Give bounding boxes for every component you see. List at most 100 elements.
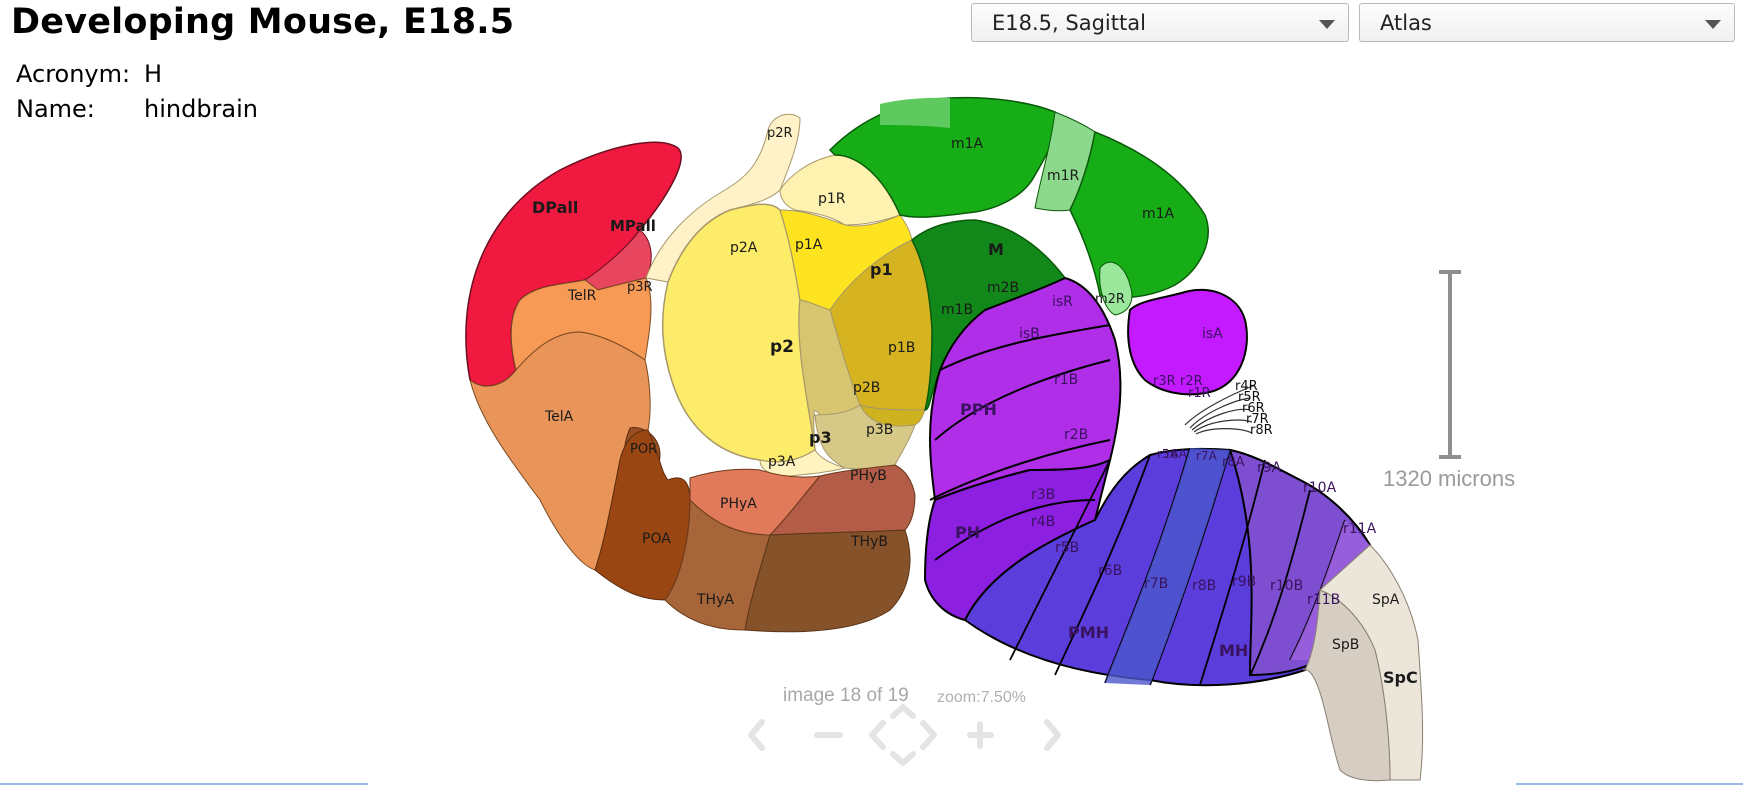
structure-info: Acronym: H Name: hindbrain xyxy=(16,57,258,127)
region-hindbrain-bands-top xyxy=(929,324,1111,561)
divider-right xyxy=(1516,783,1743,785)
chevron-left-icon[interactable] xyxy=(748,719,765,751)
zoom-level: zoom:7.50% xyxy=(937,689,1026,706)
label-p3: p3 xyxy=(809,428,832,447)
label-m2R: m2R xyxy=(1095,292,1125,307)
label-r9B: r9B xyxy=(1232,574,1256,590)
label-p1A: p1A xyxy=(795,237,823,253)
label-r1B: r1B xyxy=(1054,372,1078,388)
label-r10A: r10A xyxy=(1303,480,1337,496)
label-r5R: r5R xyxy=(1238,390,1261,405)
label-p1B: p1B xyxy=(888,340,915,356)
label-p1R: p1R xyxy=(818,191,846,207)
label-r4B: r4B xyxy=(1031,514,1055,530)
label-DPall: DPall xyxy=(532,198,578,217)
label-p2A: p2A xyxy=(730,240,758,256)
spinal-labels: SpA SpB SpC xyxy=(1332,592,1418,687)
label-r3R: r3R xyxy=(1153,374,1176,389)
label-r8R: r8R xyxy=(1250,423,1273,438)
label-m1B: m1B xyxy=(941,302,973,318)
label-SpA: SpA xyxy=(1372,592,1400,608)
name-label: Name: xyxy=(16,95,95,123)
label-p2: p2 xyxy=(770,337,794,357)
label-MPall: MPall xyxy=(610,217,656,235)
view-select-value: Atlas xyxy=(1380,11,1432,35)
label-M: M xyxy=(988,240,1004,259)
label-r7A: r7A xyxy=(1196,449,1218,463)
pan-icon[interactable] xyxy=(869,704,937,766)
label-m1A-2: m1A xyxy=(1142,206,1175,222)
region-isA[interactable] xyxy=(1127,288,1248,396)
region-rhombomere-roots xyxy=(1184,384,1256,435)
label-r3B: r3B xyxy=(1031,487,1055,503)
label-m1A-1: m1A xyxy=(951,136,984,152)
label-SpC: SpC xyxy=(1383,668,1418,687)
region-PHyB[interactable] xyxy=(768,464,916,536)
label-PHyB: PHyB xyxy=(850,468,887,484)
scale-bar-label: 1320 microns xyxy=(1383,466,1516,491)
age-plane-select[interactable]: E18.5, Sagittal xyxy=(971,3,1349,42)
label-r2R: r2R xyxy=(1180,374,1203,389)
label-THyB: THyB xyxy=(850,534,888,550)
label-r9A: r9A xyxy=(1257,460,1282,476)
dropdown-arrow-icon xyxy=(1705,20,1721,29)
image-counter: image 18 of 19 xyxy=(783,685,909,706)
acronym-value: H xyxy=(144,60,163,88)
region-labels: DPall MPall TelR TelA POR POA p3R p2R p1… xyxy=(532,126,1175,608)
dropdown-arrow-icon xyxy=(1319,20,1335,29)
label-p2R: p2R xyxy=(767,126,793,141)
label-POA: POA xyxy=(642,531,671,547)
label-r11B: r11B xyxy=(1307,592,1340,608)
label-r6A: r6A xyxy=(1166,447,1188,461)
region-m1A-posterior[interactable] xyxy=(1069,130,1209,299)
label-m1R: m1R xyxy=(1047,168,1080,184)
label-r6B: r6B xyxy=(1098,563,1122,579)
region-m2R[interactable] xyxy=(1099,261,1133,316)
label-m2B: m2B xyxy=(987,280,1019,296)
label-TelA: TelA xyxy=(544,409,574,425)
label-PMH: PMH xyxy=(1068,623,1109,642)
label-isB: isB xyxy=(1019,326,1040,342)
region-PMH-band xyxy=(1105,448,1230,685)
region-SpB[interactable] xyxy=(1302,589,1391,782)
label-PH: PH xyxy=(955,523,980,542)
label-isR: isR xyxy=(1052,294,1073,310)
zoom-in-icon[interactable] xyxy=(967,721,994,749)
label-PPH: PPH xyxy=(960,400,997,419)
label-THyA: THyA xyxy=(696,592,734,608)
label-TelR: TelR xyxy=(567,288,597,304)
label-POR: POR xyxy=(630,442,657,457)
label-r4R: r4R xyxy=(1235,379,1258,394)
label-r2B: r2B xyxy=(1064,427,1088,443)
page-title: Developing Mouse, E18.5 xyxy=(11,2,515,42)
root-labels: r4R r5R r6R r7R r8R xyxy=(1235,379,1273,438)
age-plane-select-value: E18.5, Sagittal xyxy=(992,11,1146,35)
label-r8B: r8B xyxy=(1192,578,1216,594)
acronym-label: Acronym: xyxy=(16,60,131,88)
label-r11A: r11A xyxy=(1343,521,1377,537)
label-r10B: r10B xyxy=(1270,578,1303,594)
label-r5B: r5B xyxy=(1055,540,1079,556)
label-p1: p1 xyxy=(870,260,893,279)
label-isA: isA xyxy=(1202,326,1223,342)
chevron-right-icon[interactable] xyxy=(1044,719,1061,751)
region-p1R[interactable] xyxy=(779,154,901,226)
label-SpB: SpB xyxy=(1332,637,1359,653)
region-p3B[interactable] xyxy=(814,404,916,470)
label-r1R: r1R xyxy=(1188,386,1211,401)
view-select[interactable]: Atlas xyxy=(1359,3,1735,42)
name-value: hindbrain xyxy=(144,95,259,123)
label-r7R: r7R xyxy=(1246,412,1269,427)
region-m1A-patch xyxy=(880,97,950,128)
label-p3A: p3A xyxy=(768,454,796,470)
region-THyB[interactable] xyxy=(744,529,911,633)
divider-left xyxy=(0,783,368,785)
label-r6R: r6R xyxy=(1242,401,1265,416)
label-PHyA: PHyA xyxy=(720,496,757,512)
label-p3R: p3R xyxy=(627,280,653,295)
label-r5A: r5A xyxy=(1157,447,1179,461)
label-p2B: p2B xyxy=(853,380,880,396)
label-r7B: r7B xyxy=(1144,576,1168,592)
scale-bar xyxy=(1439,270,1461,459)
